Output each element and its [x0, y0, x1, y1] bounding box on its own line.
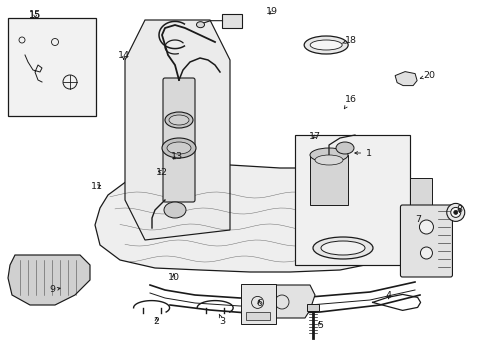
- Bar: [306, 304, 318, 311]
- Text: 14: 14: [118, 51, 129, 60]
- Text: 5: 5: [317, 321, 323, 330]
- Ellipse shape: [164, 112, 193, 128]
- Text: 18: 18: [342, 36, 356, 45]
- Ellipse shape: [309, 148, 347, 162]
- Bar: [8, 18, 96, 116]
- Text: 12: 12: [156, 167, 168, 176]
- Ellipse shape: [453, 210, 457, 215]
- Ellipse shape: [167, 142, 191, 154]
- Ellipse shape: [314, 155, 342, 165]
- Text: 8: 8: [456, 205, 462, 214]
- Ellipse shape: [304, 36, 347, 54]
- Polygon shape: [8, 255, 90, 305]
- Text: 19: 19: [266, 7, 278, 16]
- Ellipse shape: [312, 237, 372, 259]
- Polygon shape: [394, 72, 416, 86]
- Ellipse shape: [163, 202, 185, 218]
- Ellipse shape: [419, 220, 432, 234]
- Ellipse shape: [335, 142, 353, 154]
- Text: 10: 10: [167, 273, 179, 282]
- Text: 17: 17: [309, 132, 321, 140]
- Bar: [222, 14, 242, 28]
- Bar: [294, 135, 409, 265]
- Ellipse shape: [309, 40, 342, 50]
- Bar: [240, 284, 275, 324]
- Text: 11: 11: [91, 182, 102, 191]
- Ellipse shape: [169, 115, 189, 125]
- FancyBboxPatch shape: [163, 78, 195, 202]
- Text: 20: 20: [419, 71, 434, 80]
- Ellipse shape: [446, 203, 464, 221]
- Text: 16: 16: [344, 94, 356, 109]
- Ellipse shape: [320, 241, 364, 255]
- Polygon shape: [125, 20, 229, 240]
- Text: 13: 13: [171, 152, 183, 161]
- Ellipse shape: [162, 138, 196, 158]
- Text: 3: 3: [219, 314, 225, 326]
- Text: 6: 6: [256, 299, 262, 308]
- Text: 4: 4: [385, 291, 391, 300]
- Text: 15: 15: [29, 10, 41, 20]
- Text: 1: 1: [354, 148, 371, 158]
- Bar: [245, 312, 269, 320]
- Text: 15: 15: [29, 10, 41, 19]
- Polygon shape: [249, 285, 314, 318]
- Text: 7: 7: [414, 215, 420, 224]
- Bar: [409, 178, 431, 206]
- Ellipse shape: [420, 247, 431, 259]
- Text: 9: 9: [50, 285, 60, 294]
- FancyBboxPatch shape: [400, 205, 451, 277]
- Bar: [309, 155, 347, 205]
- Ellipse shape: [450, 207, 460, 217]
- Text: 2: 2: [153, 317, 159, 325]
- Ellipse shape: [196, 22, 204, 28]
- Polygon shape: [95, 165, 429, 272]
